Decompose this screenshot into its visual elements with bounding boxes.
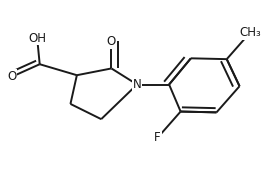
Text: OH: OH <box>28 32 46 44</box>
Text: F: F <box>154 131 161 144</box>
Text: N: N <box>133 78 141 91</box>
Text: O: O <box>7 70 16 83</box>
Text: CH₃: CH₃ <box>239 27 261 39</box>
Text: O: O <box>107 35 116 48</box>
